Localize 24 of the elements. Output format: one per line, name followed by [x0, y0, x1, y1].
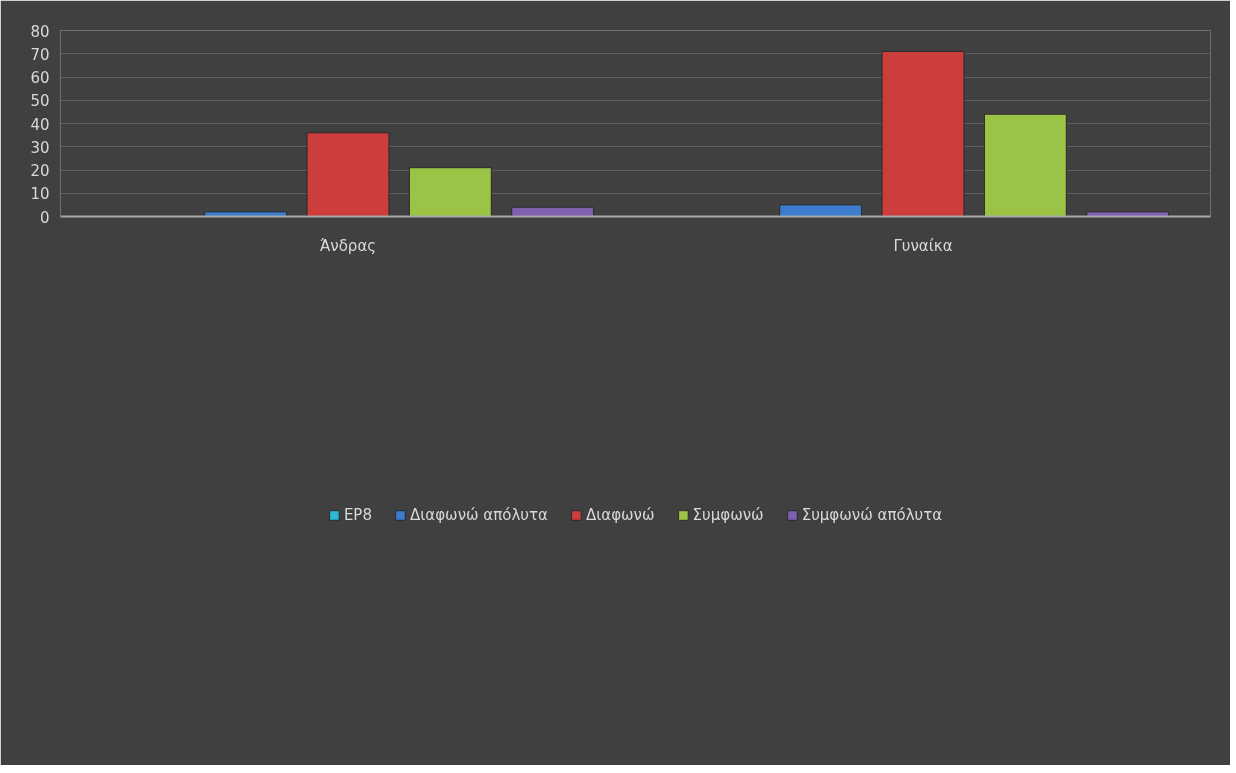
legend-label: Διαφωνώ απόλυτα: [409, 506, 548, 524]
bar: [881, 50, 965, 217]
legend-label: EP8: [343, 506, 372, 524]
y-tick-label: 10: [30, 185, 50, 204]
x-tick-label: Γυναίκα: [893, 236, 953, 255]
bar: [1086, 211, 1170, 217]
bar: [306, 132, 390, 217]
y-tick-label: 30: [30, 138, 50, 157]
bar: [779, 204, 863, 217]
y-tick-label: 50: [30, 92, 50, 111]
legend-label: Συμφωνώ απόλυτα: [801, 506, 943, 524]
y-tick-label: 70: [30, 45, 50, 64]
bar: [408, 167, 492, 217]
y-tick-label: 40: [30, 115, 50, 134]
y-tick-label: 0: [39, 208, 50, 227]
bar: [204, 211, 288, 217]
legend-label: Διαφωνώ: [585, 506, 655, 524]
y-tick-label: 60: [30, 69, 50, 87]
x-tick-label: Άνδρας: [319, 236, 377, 255]
y-tick-label: 80: [30, 22, 50, 41]
y-tick-label: 20: [30, 162, 50, 180]
bar: [511, 206, 595, 217]
bar: [983, 113, 1067, 217]
legend-label: Συμφωνώ: [692, 506, 764, 524]
